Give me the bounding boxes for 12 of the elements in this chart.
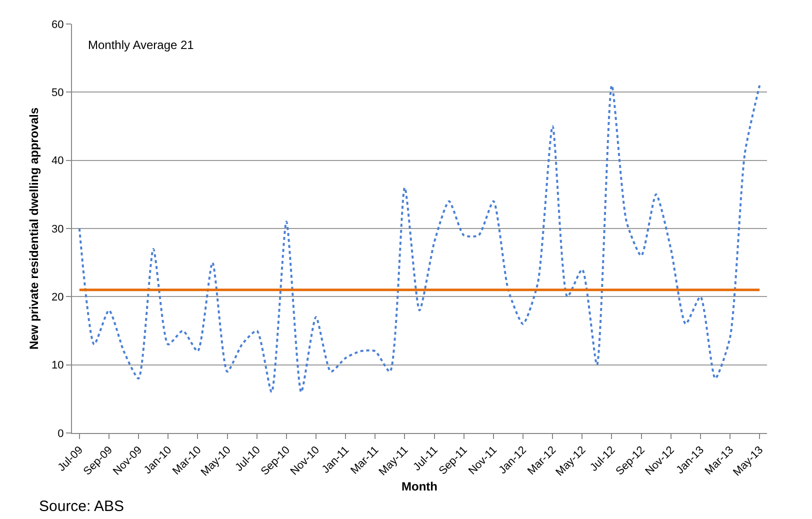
annotation: Monthly Average 21 <box>88 38 194 52</box>
line-series <box>78 84 761 394</box>
y-axis-title: New private residential dwelling approvals <box>27 107 41 350</box>
y-tick-label: 20 <box>52 292 64 304</box>
y-tick-label: 10 <box>52 360 64 372</box>
y-tick-label: 40 <box>52 155 64 168</box>
y-tick-label: 30 <box>52 223 64 236</box>
y-tick-label: 0 <box>58 428 64 440</box>
x-axis-title: Month <box>402 480 438 494</box>
y-tick-label: 50 <box>52 87 64 100</box>
y-tick-label: 60 <box>52 18 64 31</box>
source-note: Source: ABS <box>39 498 124 515</box>
